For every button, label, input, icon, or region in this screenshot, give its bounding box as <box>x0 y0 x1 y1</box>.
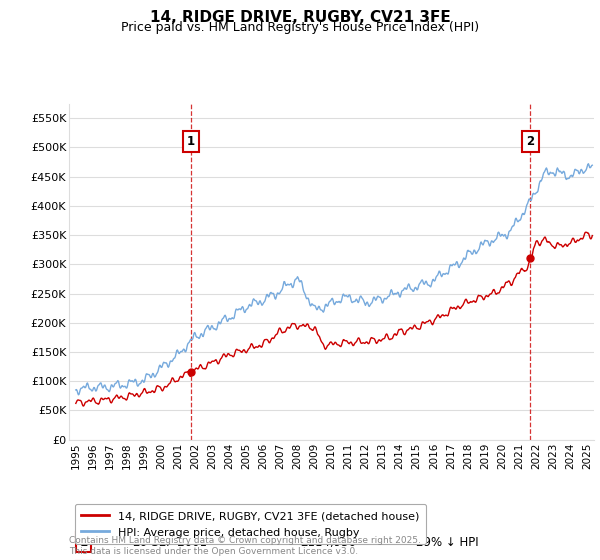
Text: 29% ↓ HPI: 29% ↓ HPI <box>415 535 478 549</box>
Text: 1: 1 <box>187 135 195 148</box>
Text: Price paid vs. HM Land Registry's House Price Index (HPI): Price paid vs. HM Land Registry's House … <box>121 21 479 34</box>
Text: 2: 2 <box>526 135 535 148</box>
Legend: 14, RIDGE DRIVE, RUGBY, CV21 3FE (detached house), HPI: Average price, detached : 14, RIDGE DRIVE, RUGBY, CV21 3FE (detach… <box>74 504 426 544</box>
Text: £114,950: £114,950 <box>300 535 356 549</box>
Text: 14, RIDGE DRIVE, RUGBY, CV21 3FE: 14, RIDGE DRIVE, RUGBY, CV21 3FE <box>149 10 451 25</box>
Text: 1: 1 <box>80 535 88 549</box>
Text: 26-SEP-2001: 26-SEP-2001 <box>132 535 207 549</box>
Text: Contains HM Land Registry data © Crown copyright and database right 2025.
This d: Contains HM Land Registry data © Crown c… <box>69 536 421 556</box>
